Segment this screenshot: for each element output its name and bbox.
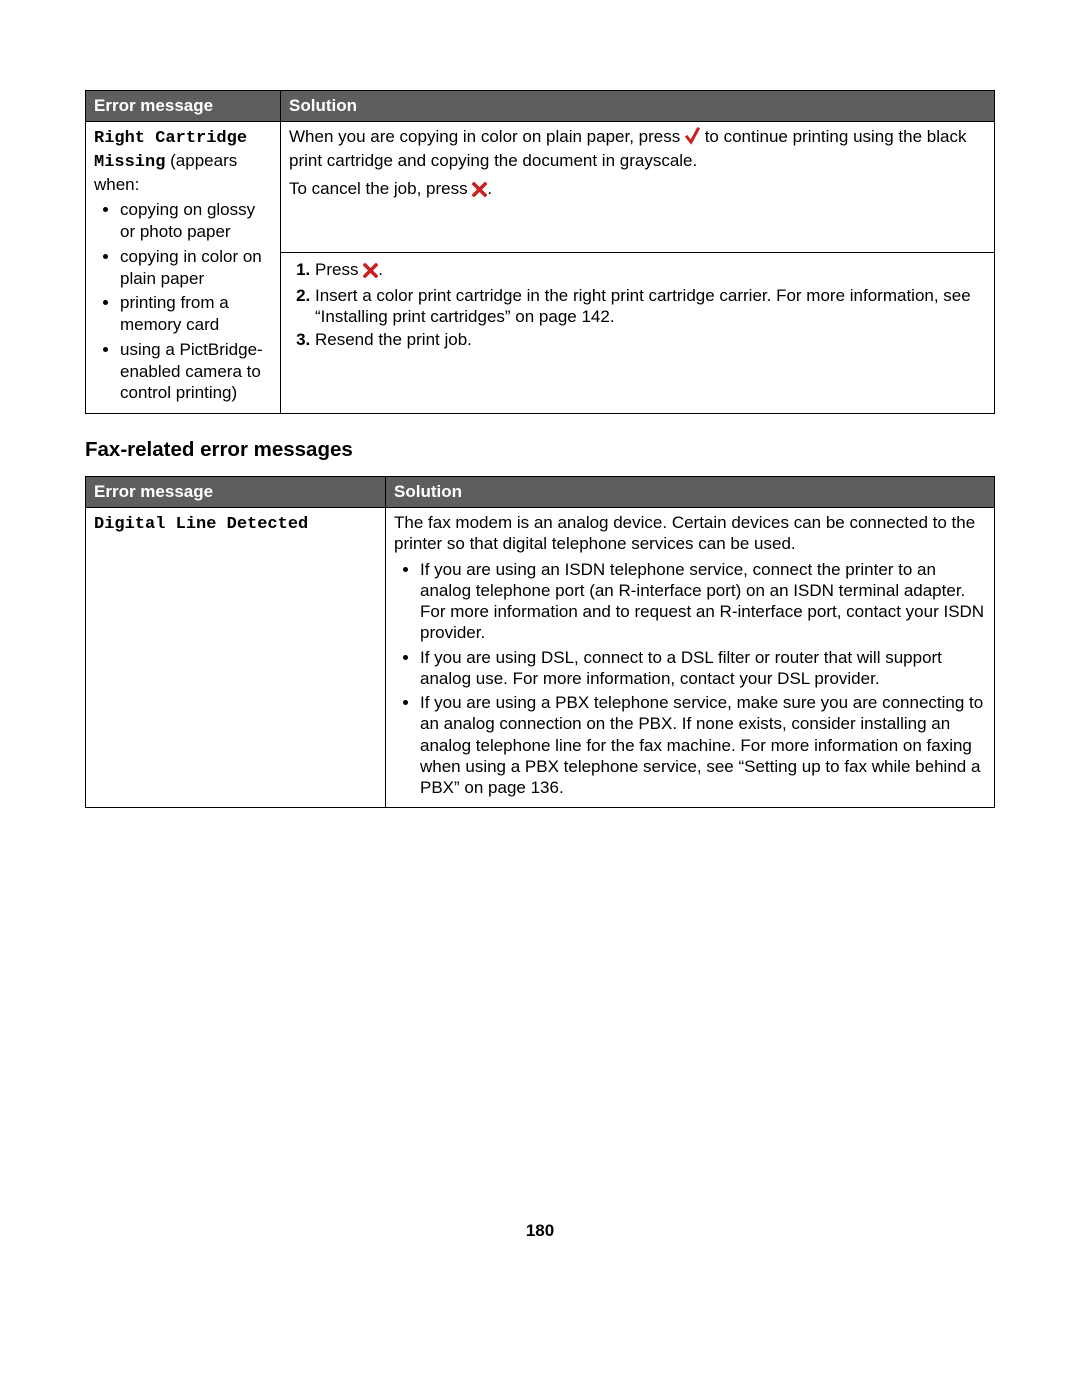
header-error-message: Error message bbox=[86, 477, 386, 508]
table-row: Right Cartridge Missing (appears when: c… bbox=[86, 122, 995, 253]
page-number: 180 bbox=[0, 1221, 1080, 1241]
list-item: If you are using an ISDN telephone servi… bbox=[420, 559, 986, 644]
solution-text: When you are copying in color on plain p… bbox=[289, 127, 685, 146]
list-item: Insert a color print cartridge in the ri… bbox=[315, 285, 986, 328]
error-table-fax: Error message Solution Digital Line Dete… bbox=[85, 476, 995, 808]
section-heading-fax: Fax-related error messages bbox=[85, 438, 995, 462]
list-item: using a PictBridge-enabled camera to con… bbox=[120, 339, 272, 404]
x-icon bbox=[472, 181, 487, 202]
error-conditions-list: copying on glossy or photo paper copying… bbox=[94, 199, 272, 404]
solution-text: To cancel the job, press bbox=[289, 179, 472, 198]
solution-line-2: To cancel the job, press . bbox=[289, 178, 986, 202]
solution-steps: Press . Insert a color print cartridge i… bbox=[289, 259, 986, 351]
list-item: copying in color on plain paper bbox=[120, 246, 272, 290]
list-item: Press . bbox=[315, 259, 986, 283]
table-row: Digital Line Detected The fax modem is a… bbox=[86, 508, 995, 808]
list-item: If you are using a PBX telephone service… bbox=[420, 692, 986, 798]
x-icon bbox=[363, 262, 378, 283]
list-item: copying on glossy or photo paper bbox=[120, 199, 272, 243]
list-item: printing from a memory card bbox=[120, 292, 272, 336]
solution-bullets: If you are using an ISDN telephone servi… bbox=[394, 559, 986, 799]
list-item: If you are using DSL, connect to a DSL f… bbox=[420, 647, 986, 690]
header-error-message: Error message bbox=[86, 91, 281, 122]
step-text: Press bbox=[315, 260, 363, 279]
solution-cell-b: Press . Insert a color print cartridge i… bbox=[281, 252, 995, 413]
table-header-row: Error message Solution bbox=[86, 477, 995, 508]
solution-intro: The fax modem is an analog device. Certa… bbox=[394, 512, 986, 555]
solution-cell-a: When you are copying in color on plain p… bbox=[281, 122, 995, 253]
error-table-cartridge: Error message Solution Right Cartridge M… bbox=[85, 90, 995, 414]
error-title: Digital Line Detected bbox=[94, 515, 308, 534]
error-message-cell: Digital Line Detected bbox=[86, 508, 386, 808]
table-header-row: Error message Solution bbox=[86, 91, 995, 122]
solution-cell: The fax modem is an analog device. Certa… bbox=[386, 508, 995, 808]
header-solution: Solution bbox=[386, 477, 995, 508]
list-item: Resend the print job. bbox=[315, 329, 986, 350]
check-icon bbox=[685, 127, 700, 150]
step-text: . bbox=[378, 260, 383, 279]
header-solution: Solution bbox=[281, 91, 995, 122]
solution-text: . bbox=[487, 179, 492, 198]
page-content: Error message Solution Right Cartridge M… bbox=[0, 0, 1080, 808]
error-message-cell: Right Cartridge Missing (appears when: c… bbox=[86, 122, 281, 414]
